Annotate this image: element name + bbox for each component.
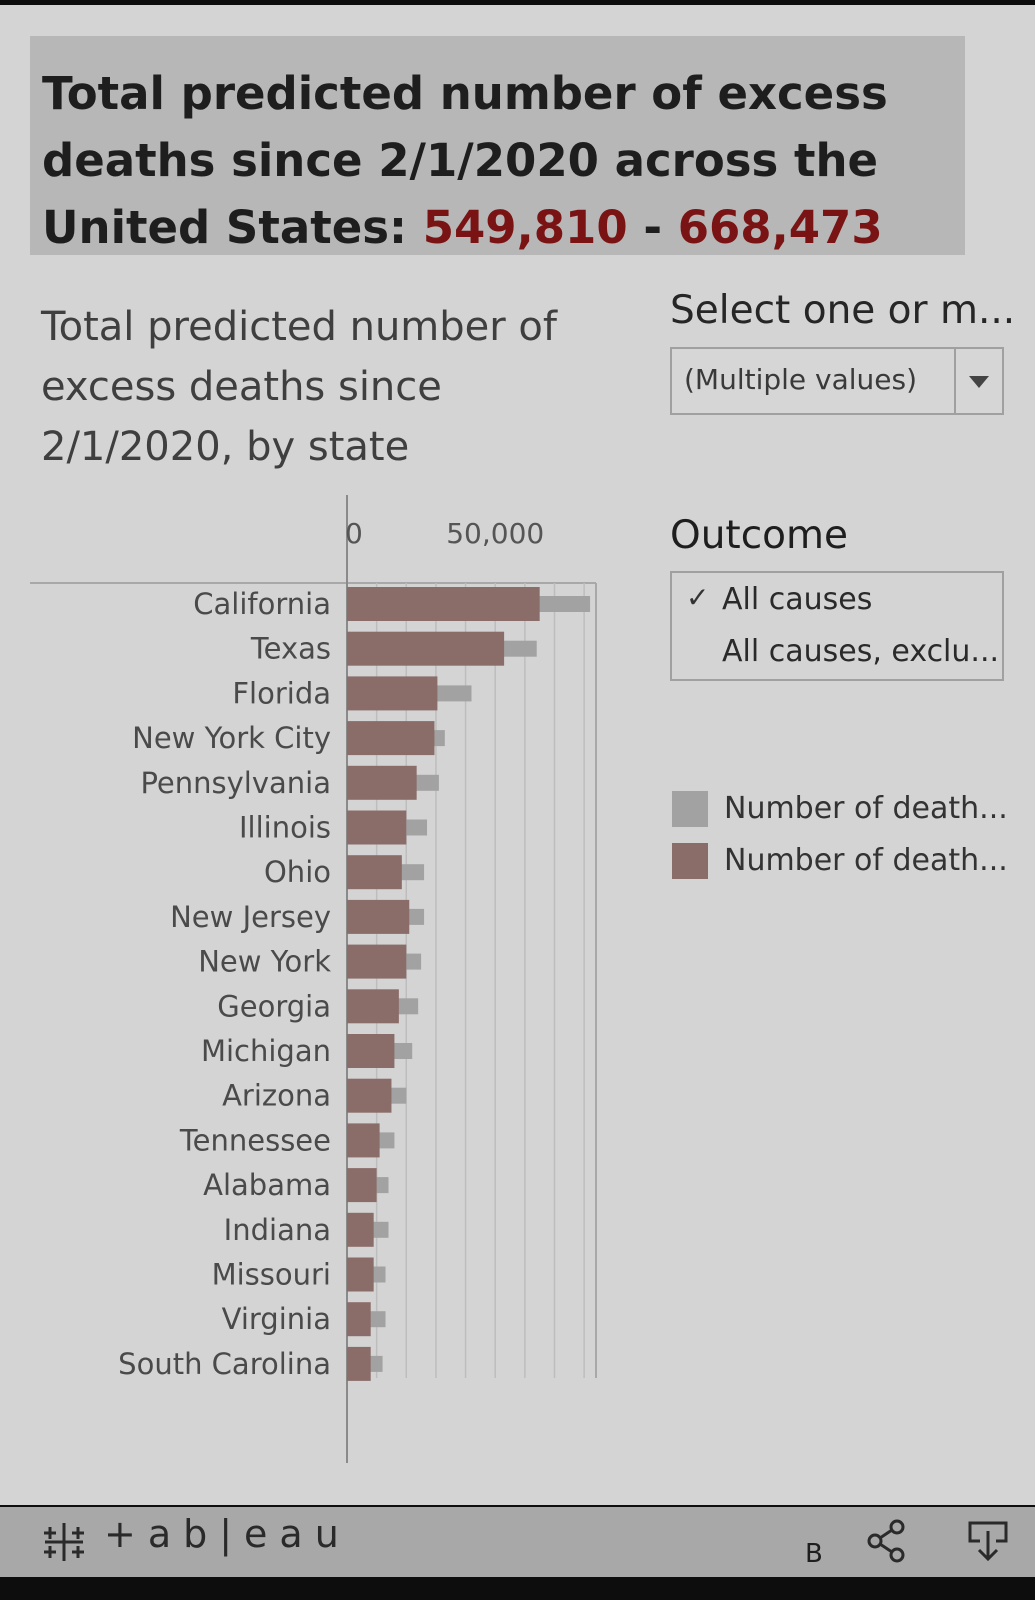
bar-lower (347, 765, 417, 800)
bar-lower (347, 1123, 380, 1158)
legend-swatch (672, 791, 708, 827)
x-tick-label: 50,000 (446, 517, 544, 550)
outcome-option-all-causes[interactable]: ✓ All causes (672, 575, 1002, 625)
category-label: Texas (250, 632, 331, 666)
category-label: California (193, 587, 331, 621)
legend-item-upper[interactable]: Number of death... (672, 791, 1032, 831)
category-label: Alabama (203, 1168, 331, 1202)
category-label: New York (198, 945, 331, 979)
checkmark-icon: ✓ (686, 581, 710, 614)
excess-deaths-bar-chart: 0 50,000 California Texas Florida New York Ci… (30, 495, 597, 1463)
bar-lower (347, 899, 410, 934)
headline-label: Total predicted number of excess deaths … (42, 67, 888, 254)
dashboard-frame: Total predicted number of excess deaths … (0, 5, 1035, 1505)
category-label: Arizona (222, 1079, 331, 1113)
headline-banner: Total predicted number of excess deaths … (30, 36, 965, 255)
category-label: Florida (232, 676, 331, 710)
bar-lower (347, 1034, 395, 1068)
category-label: Tennessee (179, 1123, 331, 1157)
bar-lower (347, 1257, 374, 1292)
tableau-logo-icon (44, 1523, 84, 1561)
chevron-down-icon[interactable] (954, 349, 1002, 413)
headline-low-value: 549,810 (422, 201, 628, 254)
headline-text: Total predicted number of excess deaths … (42, 60, 942, 261)
share-icon[interactable] (866, 1519, 908, 1563)
bar-lower (347, 721, 435, 756)
category-label: Michigan (201, 1034, 331, 1068)
category-label: Pennsylvania (140, 766, 331, 800)
legend-swatch (672, 843, 708, 879)
state-filter-dropdown[interactable]: (Multiple values) (670, 347, 1004, 415)
category-label: Virginia (222, 1302, 331, 1336)
tableau-toolbar: +ab|eau B (0, 1507, 1035, 1577)
bar-lower (347, 1302, 371, 1337)
dropdown-value: (Multiple values) (684, 363, 918, 396)
outcome-filter: ✓ All causes All causes, exclu... (670, 571, 1004, 681)
bar-lower (347, 631, 505, 666)
chart-title: Total predicted number of excess deaths … (41, 304, 557, 470)
bar-lower (347, 587, 540, 621)
bar-lower (347, 855, 402, 890)
bottom-edge (0, 1577, 1035, 1600)
category-label: New York City (132, 721, 331, 755)
bar-lower (347, 676, 438, 711)
bar-lower (347, 1212, 374, 1247)
outcome-option-all-causes-excluding[interactable]: All causes, exclu... (672, 627, 1002, 677)
legend-label: Number of death... (724, 791, 1008, 826)
bar-lower (347, 810, 407, 845)
category-label: New Jersey (170, 900, 331, 934)
outcome-option-label: All causes (722, 582, 873, 617)
footer-label: B (805, 1539, 823, 1569)
tableau-wordmark[interactable]: +ab|eau (104, 1512, 351, 1556)
outcome-option-label: All causes, exclu... (722, 634, 1000, 669)
category-label: South Carolina (118, 1347, 331, 1381)
category-label: Georgia (217, 989, 331, 1023)
legend-item-lower[interactable]: Number of death... (672, 843, 1032, 883)
category-label: Illinois (239, 811, 331, 845)
download-icon[interactable] (966, 1519, 1010, 1563)
headline-separator: - (643, 201, 663, 254)
legend-label: Number of death... (724, 843, 1008, 878)
outcome-title: Outcome (670, 513, 848, 558)
headline-high-value: 668,473 (677, 201, 883, 254)
category-label: Missouri (212, 1258, 331, 1292)
bar-lower (347, 989, 399, 1024)
bar-lower (347, 1168, 377, 1203)
category-label: Ohio (264, 855, 331, 889)
category-label: Indiana (224, 1213, 331, 1247)
filter-title: Select one or m... (670, 288, 1016, 333)
bar-lower (347, 944, 407, 979)
x-tick-label: 0 (345, 517, 363, 550)
bar-lower (347, 1346, 371, 1381)
bar-lower (347, 1078, 392, 1113)
